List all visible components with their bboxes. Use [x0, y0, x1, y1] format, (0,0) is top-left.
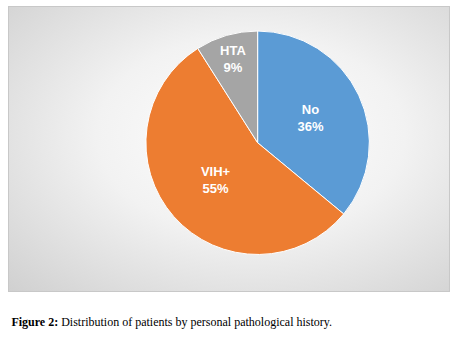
svg-text:Figure 2: Distribution of pati: Figure 2: Distribution of patients by pe… [11, 315, 332, 329]
svg-text:HTA9%: HTA9% [220, 43, 246, 75]
svg-text:VIH+55%: VIH+55% [201, 164, 231, 196]
svg-text:No36%: No36% [297, 102, 323, 134]
